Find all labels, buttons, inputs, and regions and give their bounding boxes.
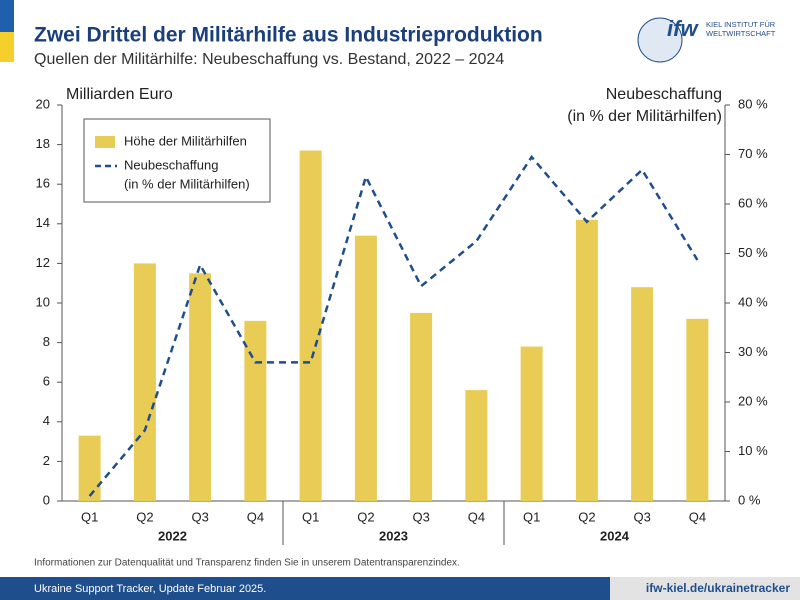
logo-text: WELTWIRTSCHAFT: [706, 29, 776, 38]
y2-tick-label: 0 %: [738, 492, 761, 507]
footer-text: Ukraine Support Tracker, Update Februar …: [34, 583, 266, 595]
chart-subtitle: Quellen der Militärhilfe: Neubeschaffung…: [34, 51, 504, 68]
note: Informationen zur Datenqualität und Tran…: [34, 558, 460, 569]
logo-mark: ifw: [667, 16, 699, 41]
y-tick-label: 16: [36, 176, 50, 191]
bar: [465, 390, 488, 501]
y-tick-label: 14: [36, 215, 50, 230]
x-tick-label: Q3: [633, 509, 650, 524]
y2-tick-label: 60 %: [738, 195, 768, 210]
legend-label: (in % der Militärhilfen): [124, 176, 250, 191]
bar: [410, 312, 433, 501]
bar: [575, 219, 598, 501]
x-tick-label: Q3: [191, 509, 208, 524]
bar: [133, 263, 156, 501]
y-tick-label: 10: [36, 294, 50, 309]
x-tick-label: Q2: [578, 509, 595, 524]
line: [88, 154, 699, 497]
x-tick-label: Q1: [523, 509, 540, 524]
y-tick-label: 6: [43, 374, 50, 389]
y2-axis-label: (in % der Militärhilfen): [567, 108, 722, 125]
footer-bar-right: [610, 577, 800, 600]
x-tick-label: Q2: [136, 509, 153, 524]
bar: [354, 235, 377, 501]
bar: [520, 346, 543, 501]
group-label: 2022: [158, 528, 187, 543]
y-tick-label: 18: [36, 136, 50, 151]
x-tick-label: Q3: [412, 509, 429, 524]
y2-tick-label: 20 %: [738, 393, 768, 408]
y2-axis-label: Neubeschaffung: [606, 86, 722, 103]
bar: [686, 318, 709, 501]
y2-tick-label: 30 %: [738, 344, 768, 359]
bar: [78, 435, 101, 501]
bar: [189, 273, 212, 501]
bar: [631, 287, 654, 501]
x-tick-label: Q4: [247, 509, 264, 524]
x-tick-label: Q4: [689, 509, 706, 524]
chart-title: Zwei Drittel der Militärhilfe aus Indust…: [34, 24, 543, 47]
y-tick-label: 8: [43, 334, 50, 349]
x-tick-label: Q2: [357, 509, 374, 524]
y-axis-label: Milliarden Euro: [66, 86, 173, 103]
bar: [244, 320, 267, 501]
y2-tick-label: 70 %: [738, 146, 768, 161]
legend-swatch: [95, 136, 115, 148]
y2-tick-label: 10 %: [738, 443, 768, 458]
y2-tick-label: 50 %: [738, 245, 768, 260]
logo-globe: [637, 17, 683, 63]
legend-label: Höhe der Militärhilfen: [124, 133, 247, 148]
flag-blue: [0, 0, 14, 32]
legend-box: [83, 118, 271, 203]
y-tick-label: 12: [36, 255, 50, 270]
y-tick-label: 0: [43, 492, 50, 507]
x-tick-label: Q1: [81, 509, 98, 524]
x-tick-label: Q4: [468, 509, 485, 524]
bar: [299, 150, 322, 502]
y-tick-label: 20: [36, 96, 50, 111]
y2-tick-label: 80 %: [738, 96, 768, 111]
y-tick-label: 2: [43, 453, 50, 468]
footer-bar: [0, 577, 610, 600]
legend-label: Neubeschaffung: [124, 157, 218, 172]
x-tick-label: Q1: [302, 509, 319, 524]
footer-link: ifw-kiel.de/ukrainetracker: [646, 581, 790, 595]
logo-text: KIEL INSTITUT FÜR: [706, 20, 776, 29]
group-label: 2023: [379, 528, 408, 543]
y2-tick-label: 40 %: [738, 294, 768, 309]
flag-yellow: [0, 32, 14, 62]
group-label: 2024: [600, 528, 630, 543]
y-tick-label: 4: [43, 413, 50, 428]
